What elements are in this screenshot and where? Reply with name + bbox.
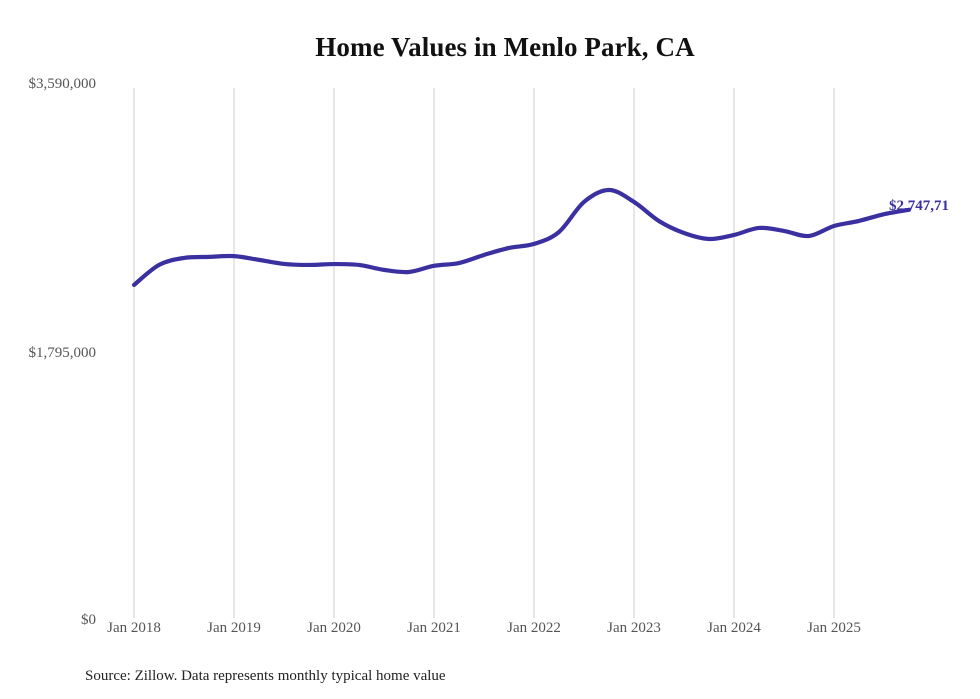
y-axis-tick-label-zero: $0 <box>81 612 96 628</box>
x-axis-tick-label-jan-2021: Jan 2021 <box>407 620 461 636</box>
x-axis-tick-label-jan-2025: Jan 2025 <box>807 620 861 636</box>
end-value-label: $2,747,71 <box>889 197 949 214</box>
y-axis-tick-label-top: $3,590,000 <box>28 76 97 92</box>
source-note: Source: Zillow. Data represents monthly … <box>85 668 446 684</box>
x-axis-tick-label-jan-2022: Jan 2022 <box>507 620 561 636</box>
series-line-typical-home-value <box>131 187 912 288</box>
x-axis-tick-label-jan-2019: Jan 2019 <box>207 620 261 636</box>
x-axis-tick-label-jan-2024: Jan 2024 <box>707 620 761 636</box>
x-axis-tick-label-jan-2018: Jan 2018 <box>107 620 161 636</box>
x-axis-tick-label-jan-2020: Jan 2020 <box>307 620 361 636</box>
y-axis-tick-label-mid: $1,795,000 <box>28 345 97 361</box>
gridlines <box>133 88 835 618</box>
x-axis-tick-label-jan-2023: Jan 2023 <box>607 620 661 636</box>
chart-title: Home Values in Menlo Park, CA <box>315 32 695 62</box>
